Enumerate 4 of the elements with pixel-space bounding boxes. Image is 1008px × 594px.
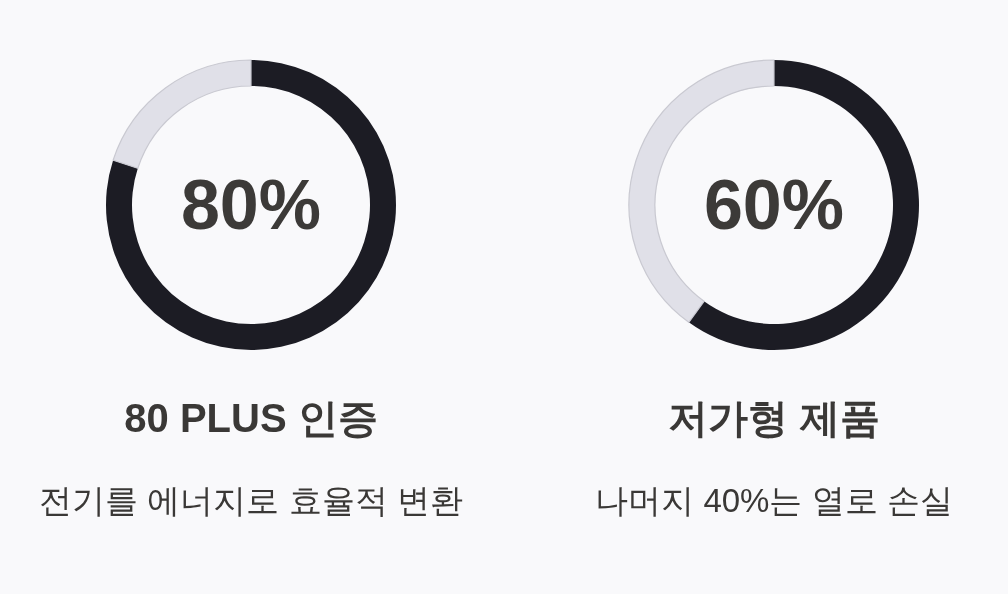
title: 저가형 제품: [668, 396, 880, 440]
subtitle: 나머지 40%는 열로 손실: [595, 481, 953, 519]
subtitle: 전기를 에너지로 효율적 변환: [39, 481, 463, 519]
title: 80 PLUS 인증: [124, 396, 378, 440]
